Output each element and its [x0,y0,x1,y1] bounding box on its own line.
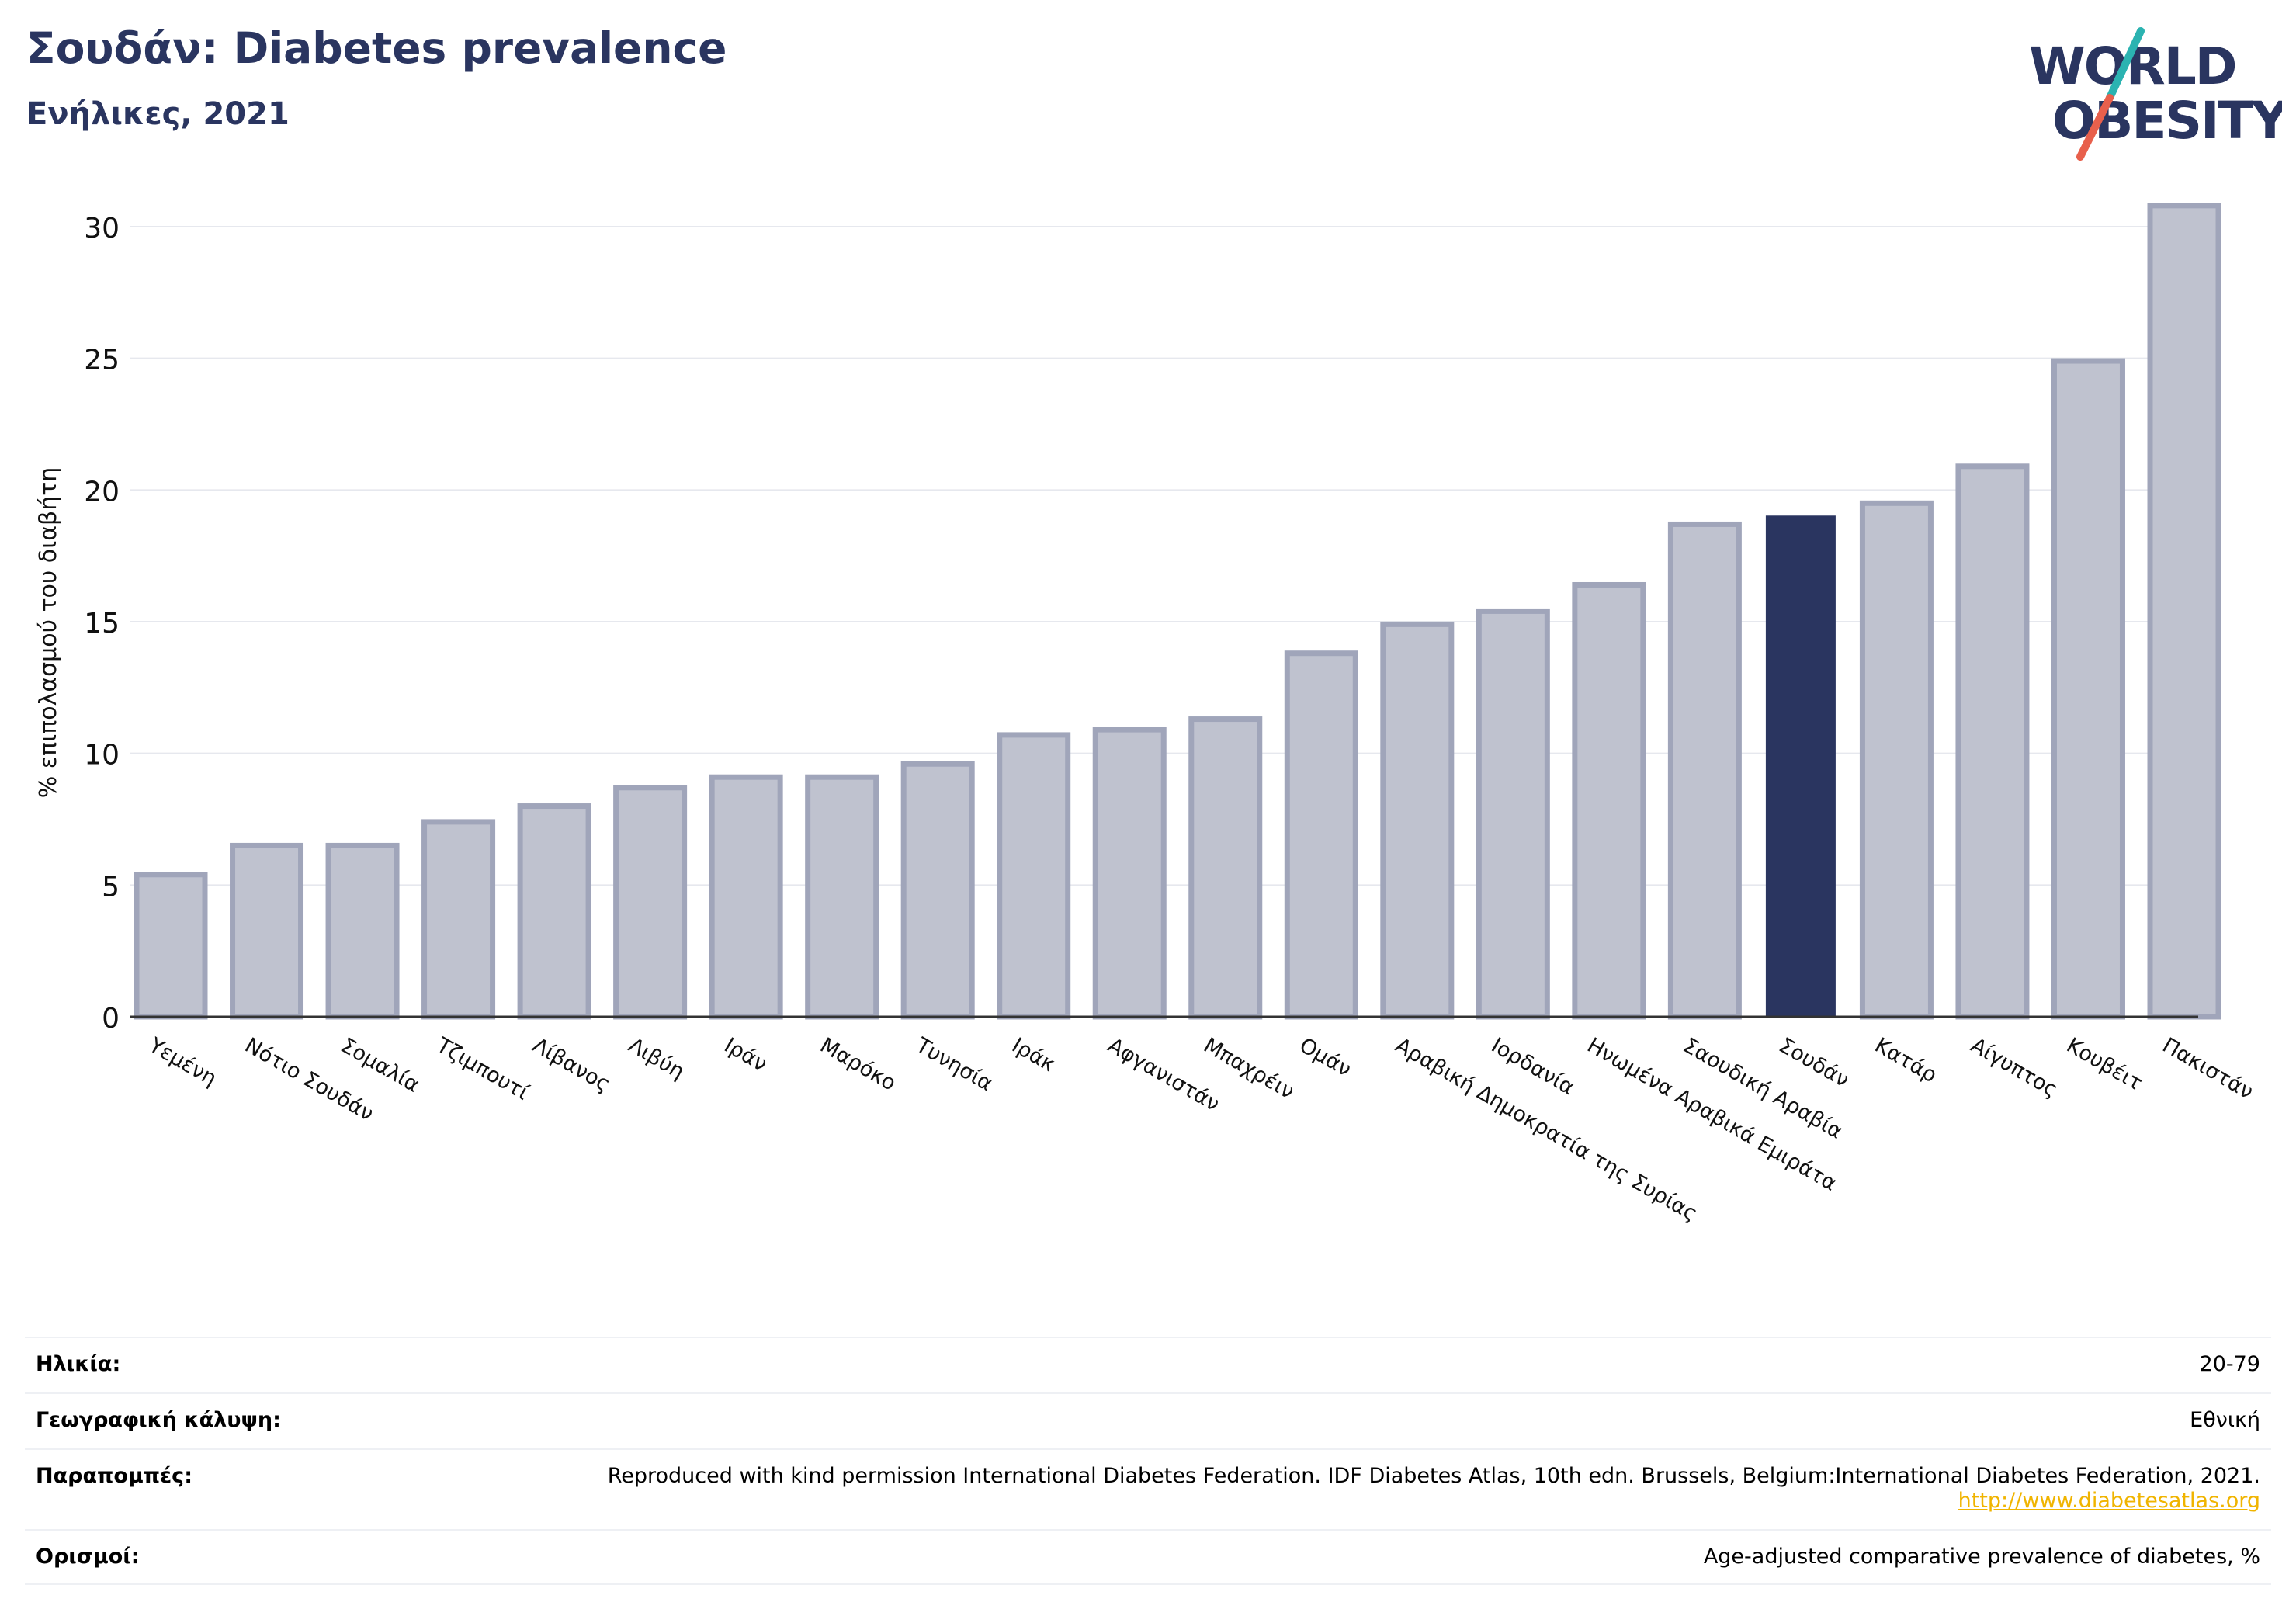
meta-value-age: 20-79 [2199,1352,2260,1376]
bar [1667,521,1742,1020]
bar [421,819,496,1020]
bar [1859,500,1934,1020]
bar [613,785,688,1020]
meta-label-references: Παραπομπές: [36,1464,192,1488]
bar [517,803,591,1020]
bar [2051,358,2125,1020]
meta-row-coverage: Γεωγραφική κάλυψη: Εθνική [25,1392,2271,1448]
x-tick-label: Σαουδική Αραβία [1679,1033,1847,1144]
y-tick-label: 30 [84,213,120,244]
bar [1092,727,1167,1020]
x-tick-label: Υεμένη [144,1033,221,1091]
bar [1380,621,1455,1020]
bar [805,774,879,1020]
x-tick-label: Σουδάν [1774,1033,1853,1092]
x-tick-label: Ιράκ [1008,1033,1060,1077]
page-title: Σουδάν: Diabetes prevalence [26,23,727,73]
bar [1765,515,1836,1018]
logo-slash-icon-top [2106,27,2145,102]
world-obesity-logo: WORLD OBESITY [2029,27,2282,161]
y-tick-label: 25 [84,345,120,376]
x-tick-label: Σομαλία [337,1033,424,1098]
x-tick-label: Μαρόκο [816,1033,900,1095]
x-tick-label: Πακιστάν [2159,1033,2258,1105]
references-link[interactable]: http://www.diabetesatlas.org [1958,1489,2260,1513]
meta-label-definitions: Ορισμοί: [36,1545,140,1569]
x-tick-label: Κουβέιτ [2062,1033,2146,1095]
meta-value-references: Reproduced with kind permission Internat… [491,1464,2260,1514]
meta-row-definitions: Ορισμοί: Age-adjusted comparative preval… [25,1529,2271,1585]
y-tick-label: 10 [84,740,120,772]
bar [230,842,304,1020]
bar-chart: 0 5 10 15 20 25 30 % επιπολασμού του διαβήτη Υεμ… [35,203,2258,1226]
references-text: Reproduced with kind permission Internat… [607,1464,2260,1488]
bar [1188,716,1263,1020]
bar [900,761,975,1020]
meta-value-definitions: Age-adjusted comparative prevalence of d… [1703,1545,2260,1569]
logo-slash-icon-bottom [2076,94,2114,161]
x-tick-label: Λίβανος [529,1033,615,1097]
bar [709,774,783,1020]
y-tick-label: 15 [84,608,120,640]
meta-label-age: Ηλικία: [36,1352,121,1376]
metadata-table: Ηλικία: 20-79 Γεωγραφική κάλυψη: Εθνική … [25,1337,2271,1585]
x-tick-label: Ιράν [720,1033,772,1077]
y-tick-label: 0 [102,1003,120,1035]
x-tick-label: Ομάν [1295,1033,1355,1082]
meta-label-coverage: Γεωγραφική κάλυψη: [36,1408,281,1432]
bar [2147,203,2221,1020]
bar [997,732,1071,1020]
y-tick-label: 5 [102,871,120,903]
bar [134,872,208,1020]
bar [1284,650,1358,1020]
bar [1572,581,1646,1020]
bar [1955,463,2030,1020]
bar [1476,608,1550,1020]
meta-row-age: Ηλικία: 20-79 [25,1337,2271,1392]
x-tick-label: Κατάρ [1871,1033,1941,1087]
x-tick-label: Τυνησία [911,1033,997,1097]
x-tick-label: Λιβύη [624,1033,688,1084]
meta-row-references: Παραπομπές: Reproduced with kind permiss… [25,1448,2271,1529]
x-tick-label: Τζιμπουτί [432,1033,532,1105]
y-axis-label: % επιπολασμού του διαβήτη [35,467,62,799]
meta-value-coverage: Εθνική [2190,1408,2260,1432]
x-tick-label: Αίγυπτος [1966,1033,2062,1102]
page-subtitle: Ενήλικες, 2021 [26,96,290,132]
bar [325,842,400,1020]
y-tick-label: 20 [84,476,120,508]
